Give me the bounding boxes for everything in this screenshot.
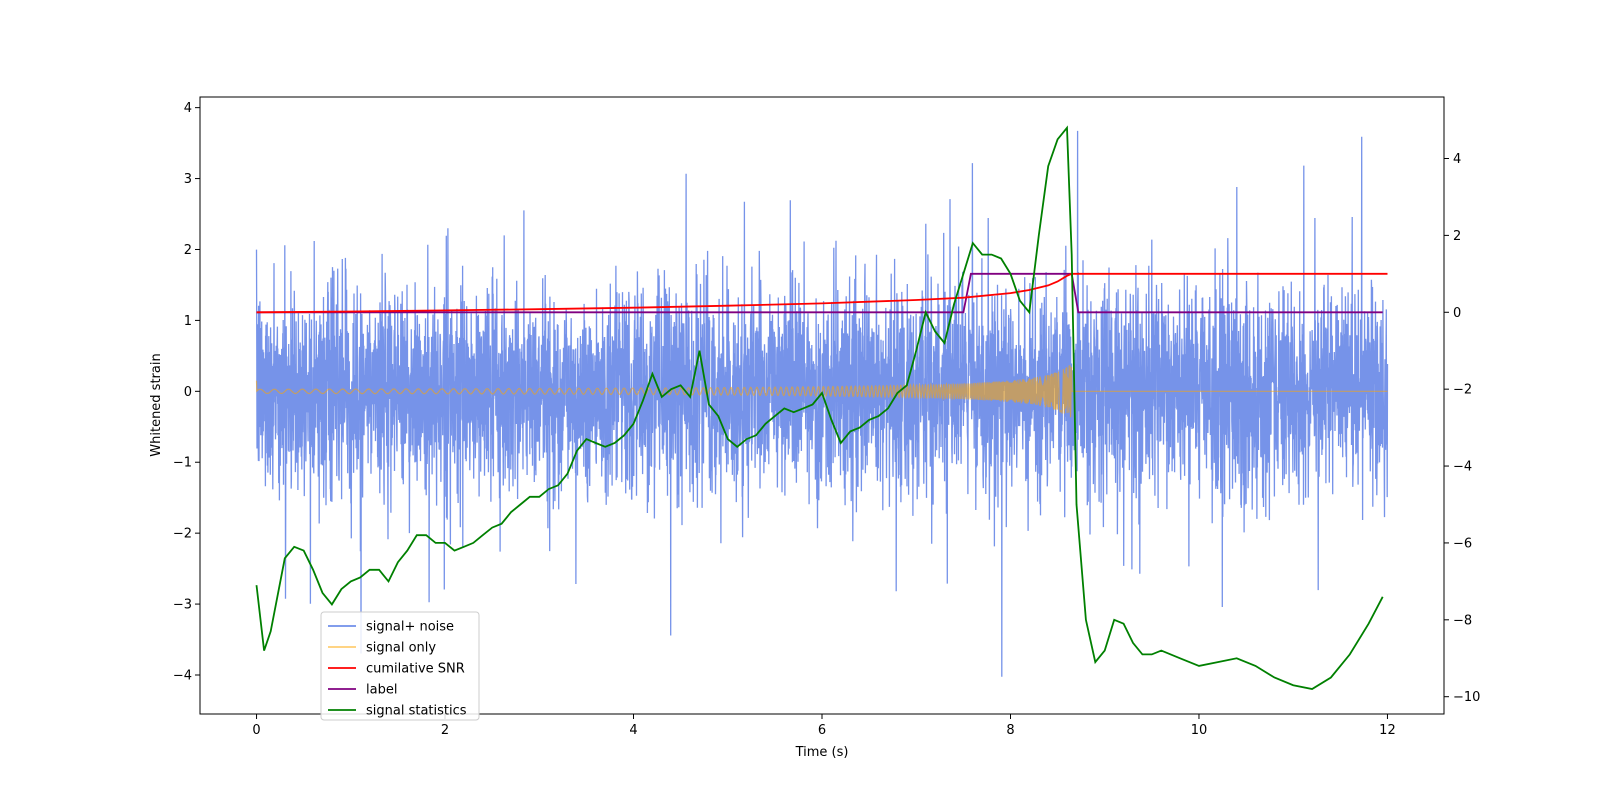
y-tick-label: 1 bbox=[184, 314, 192, 329]
x-tick-label: 8 bbox=[1006, 723, 1014, 738]
y-tick-label: −3 bbox=[173, 598, 192, 613]
legend-label-label: label bbox=[366, 683, 397, 698]
signal-noise-series bbox=[255, 130, 1389, 677]
y2-tick-label: −4 bbox=[1453, 460, 1472, 475]
legend-box bbox=[320, 611, 480, 721]
y2-tick-label: −8 bbox=[1453, 613, 1472, 628]
y2-tick-label: −10 bbox=[1453, 690, 1480, 705]
y-tick-label: −2 bbox=[173, 527, 192, 542]
y-tick-label: −1 bbox=[173, 456, 192, 471]
y2-tick-label: −2 bbox=[1453, 383, 1472, 398]
legend-label-signal-statistics: signal statistics bbox=[366, 704, 467, 719]
legend-label-signal-noise: signal+ noise bbox=[366, 620, 454, 635]
x-tick-label: 6 bbox=[818, 723, 826, 738]
x-tick-label: 0 bbox=[252, 723, 260, 738]
x-tick-label: 12 bbox=[1379, 723, 1396, 738]
label-line bbox=[256, 272, 1383, 314]
x-axis-label: Time (s) bbox=[795, 745, 849, 760]
y-tick-label: −4 bbox=[173, 668, 192, 683]
legend-label-signal-only: signal only bbox=[366, 641, 436, 656]
y-tick-label: 2 bbox=[184, 243, 192, 258]
y2-tick-label: 4 bbox=[1453, 152, 1461, 167]
x-tick-label: 2 bbox=[441, 723, 449, 738]
x-tick-label: 10 bbox=[1191, 723, 1208, 738]
legend-label-cumilative-snr: cumilative SNR bbox=[366, 662, 465, 677]
y-axis-label: Whitened strain bbox=[149, 353, 164, 456]
legend: signal+ noise signal only cumilative SNR la… bbox=[320, 611, 480, 721]
signal-statistics-line bbox=[255, 125, 1384, 690]
y-tick-label: 4 bbox=[184, 101, 192, 116]
cumilative-snr-line bbox=[256, 272, 1388, 314]
y2-tick-label: 0 bbox=[1453, 306, 1461, 321]
signal-noise-line bbox=[255, 130, 1389, 677]
y2-tick-label: −6 bbox=[1453, 536, 1472, 551]
y2-tick-label: 2 bbox=[1453, 229, 1461, 244]
x-tick-label: 4 bbox=[629, 723, 637, 738]
y-tick-label: 0 bbox=[184, 385, 192, 400]
y-tick-label: 3 bbox=[184, 172, 192, 187]
right-axis-series bbox=[255, 125, 1388, 690]
